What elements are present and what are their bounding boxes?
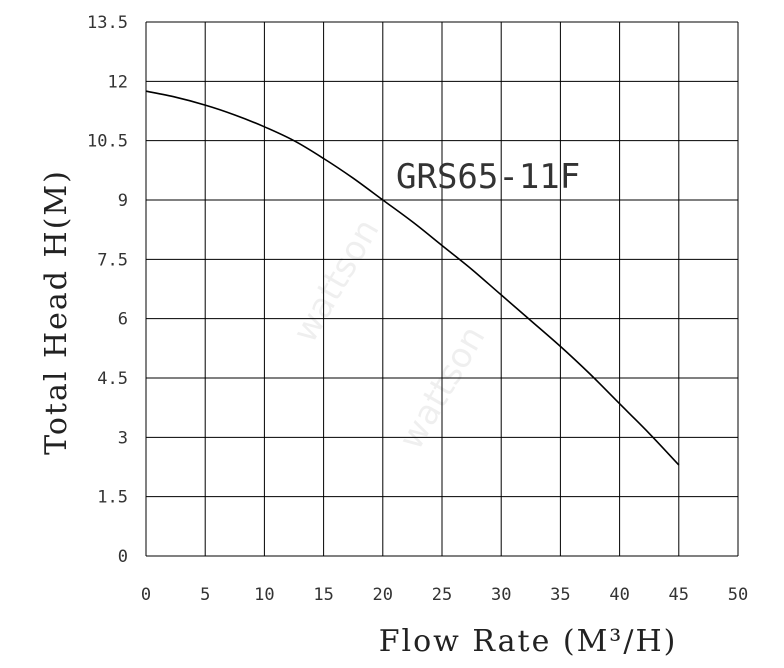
tick-labels: 0 5 10 15 20 25 30 35 40 45 50 0 1.5 3 4.5 6 7.5 9 10.5 12 1… xyxy=(87,13,748,605)
x-tick-label: 0 xyxy=(141,585,151,605)
x-tick-label: 40 xyxy=(609,585,629,605)
x-tick-label: 50 xyxy=(728,585,748,605)
x-tick-label: 5 xyxy=(200,585,210,605)
y-tick-label: 1.5 xyxy=(97,488,128,508)
y-tick-label: 6 xyxy=(118,310,128,330)
y-tick-label: 3 xyxy=(118,428,128,448)
series-curves xyxy=(145,90,680,466)
y-axis-label: Total Head H(M) xyxy=(39,169,74,455)
watermark-1: wattson xyxy=(285,212,387,349)
x-tick-label: 25 xyxy=(432,585,452,605)
x-tick-label: 15 xyxy=(313,585,333,605)
x-tick-label: 20 xyxy=(373,585,393,605)
y-tick-label: 12 xyxy=(108,72,128,92)
x-tick-label: 30 xyxy=(491,585,511,605)
x-axis-label: Flow Rate (M³/H) xyxy=(379,624,678,659)
x-tick-label: 35 xyxy=(550,585,570,605)
y-tick-label: 0 xyxy=(118,547,128,567)
y-tick-label: 9 xyxy=(118,191,128,211)
series-line xyxy=(145,90,680,466)
x-tick-label: 10 xyxy=(254,585,274,605)
y-tick-label: 13.5 xyxy=(87,13,128,33)
series-label: GRS65-11F xyxy=(396,157,580,197)
y-tick-label: 7.5 xyxy=(97,250,128,270)
grid xyxy=(145,21,739,557)
y-tick-label: 4.5 xyxy=(97,369,128,389)
x-tick-label: 45 xyxy=(669,585,689,605)
y-tick-label: 10.5 xyxy=(87,132,128,152)
